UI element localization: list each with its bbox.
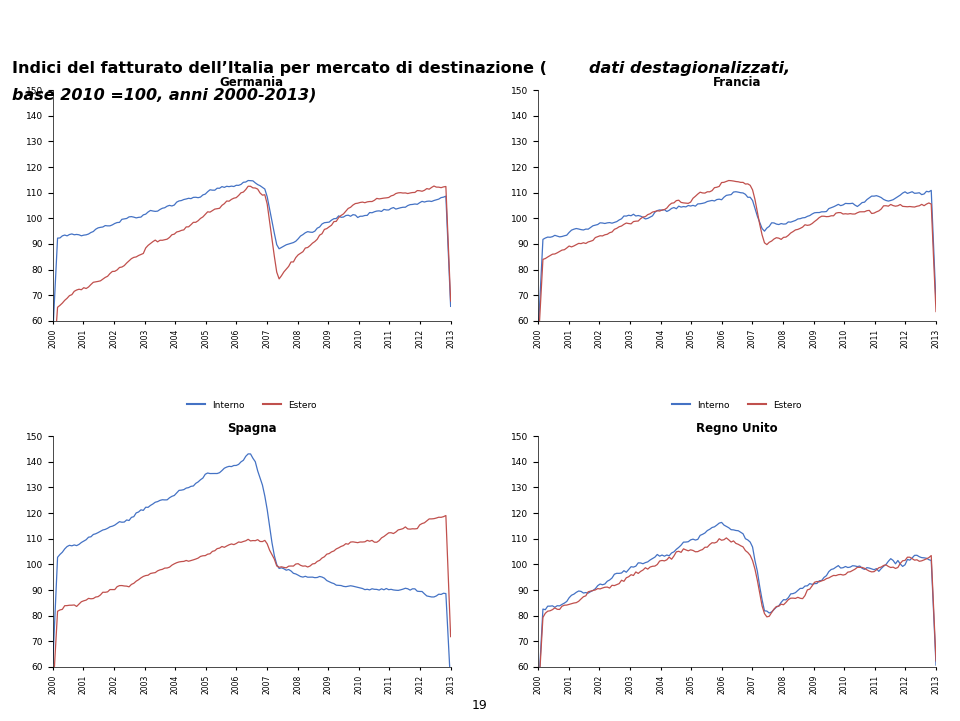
Legend: Interno, Estero: Interno, Estero <box>183 397 320 413</box>
Title: Regno Unito: Regno Unito <box>696 422 778 435</box>
Title: Spagna: Spagna <box>227 422 276 435</box>
Text: 19: 19 <box>472 699 488 712</box>
Text: Indici del fatturato dell’Italia per mercato di destinazione (: Indici del fatturato dell’Italia per mer… <box>12 61 546 76</box>
Text: base 2010 =100, anni 2000-2013): base 2010 =100, anni 2000-2013) <box>12 88 316 103</box>
Text: dati destagionalizzati,: dati destagionalizzati, <box>589 61 791 76</box>
Title: Francia: Francia <box>713 76 761 89</box>
Legend: Interno, Estero: Interno, Estero <box>669 397 805 413</box>
Title: Germania: Germania <box>220 76 284 89</box>
